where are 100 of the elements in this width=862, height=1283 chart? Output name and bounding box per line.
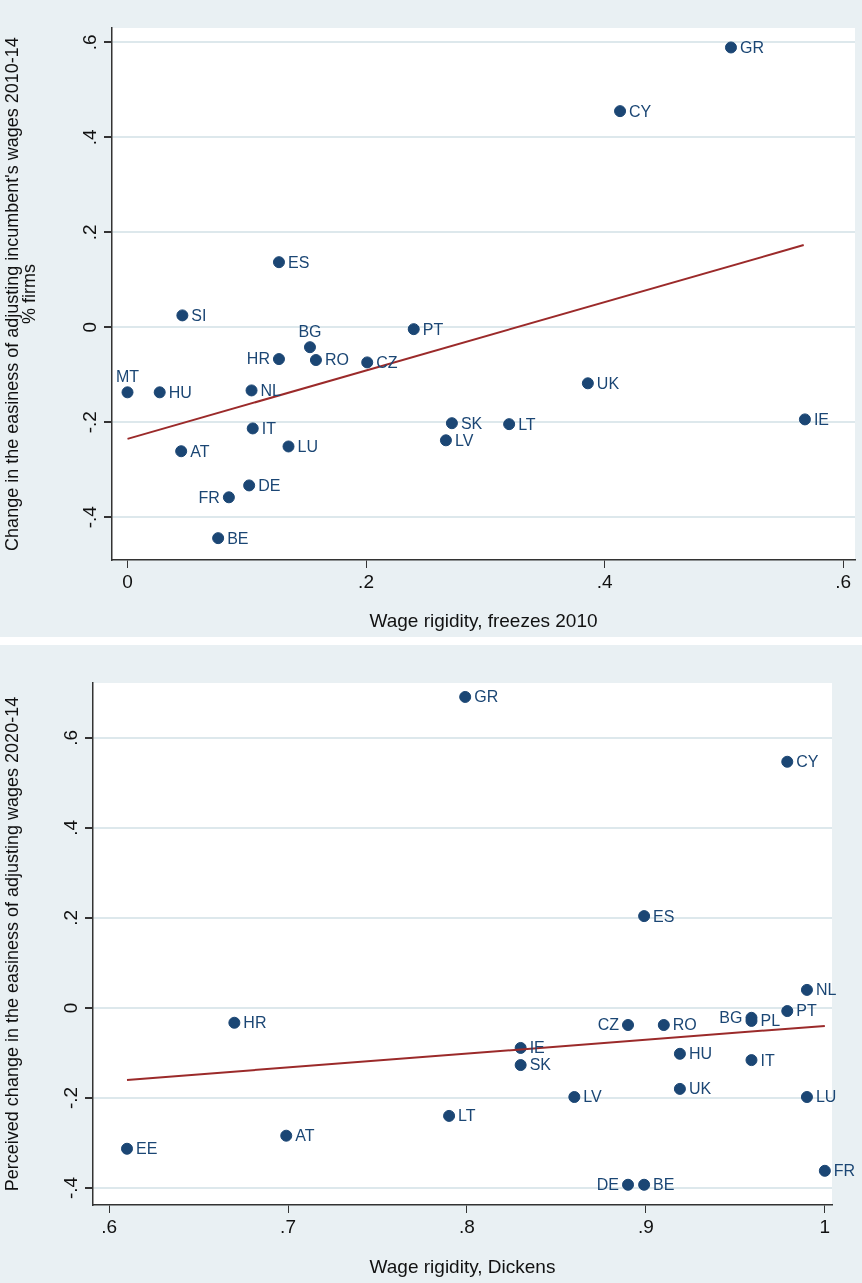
series-label: BG — [719, 1009, 743, 1027]
x-tick-label: 0 — [122, 570, 133, 592]
series-label: LT — [518, 415, 536, 433]
series-label: PT — [422, 320, 444, 338]
point — [638, 1178, 651, 1191]
series-label: BE — [653, 1176, 675, 1194]
point — [622, 1178, 635, 1191]
y-axis-title: Perceived change in the easiness of adjusting wages 2020-14 — [1, 696, 22, 1192]
point — [121, 1142, 133, 1155]
series-label: ES — [653, 907, 675, 925]
point — [745, 1054, 758, 1067]
x-tick-label: .9 — [637, 1215, 654, 1237]
x-tick-label: .4 — [596, 570, 613, 592]
point — [309, 354, 322, 367]
point — [280, 1129, 293, 1142]
series-label: HR — [246, 350, 270, 368]
point — [514, 1059, 527, 1072]
point — [614, 105, 627, 118]
point — [246, 422, 259, 435]
series-label: GR — [739, 38, 764, 56]
point — [361, 356, 374, 369]
series-label: PT — [796, 1002, 817, 1020]
series-label: HU — [688, 1045, 713, 1063]
point — [673, 1047, 686, 1060]
series-label: UK — [596, 374, 620, 392]
series-label: RO — [324, 351, 349, 369]
series-label: DE — [596, 1176, 620, 1194]
series-label: DE — [258, 476, 281, 494]
point — [459, 690, 472, 703]
point — [724, 41, 737, 54]
series-label: CY — [629, 102, 652, 120]
y-tick-label: .2 — [78, 224, 100, 241]
point — [581, 377, 594, 390]
point — [303, 341, 316, 354]
point — [818, 1164, 831, 1177]
series-label: MT — [115, 367, 140, 385]
series-label: AT — [295, 1127, 315, 1145]
point — [212, 532, 225, 545]
point — [798, 413, 811, 426]
point — [568, 1091, 581, 1103]
point — [503, 418, 516, 431]
series-label: LV — [454, 431, 474, 449]
x-axis-title: Wage rigidity, Dickens — [369, 1255, 556, 1277]
point — [407, 323, 420, 336]
point — [657, 1019, 670, 1031]
y-axis-title: Change in the easiness of adjusting incumbent's wages 2010-14 % firms — [1, 37, 39, 551]
series-label: LU — [815, 1088, 837, 1106]
point — [153, 386, 166, 399]
point — [622, 1019, 635, 1031]
point — [175, 445, 188, 458]
y-tick-label: -.2 — [59, 1086, 81, 1109]
point — [176, 309, 189, 322]
y-tick-label: 0 — [78, 321, 100, 333]
x-tick-label: .7 — [280, 1215, 296, 1237]
x-tick-label: .8 — [459, 1215, 475, 1237]
point — [243, 479, 256, 492]
series-label: BE — [227, 529, 249, 547]
series-label: SK — [460, 414, 483, 432]
x-tick-label: 1 — [819, 1215, 831, 1237]
y-tick-label: -.4 — [59, 1176, 81, 1199]
y-tick-label: .6 — [59, 729, 81, 746]
point — [272, 353, 285, 366]
series-label: IE — [813, 410, 830, 428]
series-label: IT — [261, 419, 277, 437]
point — [282, 440, 295, 453]
point — [121, 386, 134, 399]
point — [228, 1016, 241, 1029]
x-tick-label: .6 — [835, 570, 851, 592]
series-label: BG — [298, 322, 322, 340]
series-label: NL — [815, 981, 837, 999]
series-label: FR — [198, 488, 220, 506]
point — [673, 1082, 686, 1095]
series-label: RO — [672, 1016, 697, 1034]
y-tick-label: .4 — [78, 128, 100, 146]
series-label: ES — [287, 253, 310, 271]
point — [222, 491, 235, 504]
series-label: UK — [688, 1080, 712, 1098]
point — [443, 1109, 456, 1122]
x-tick-label: .2 — [358, 570, 374, 592]
y-tick-label: -.4 — [78, 505, 100, 529]
point — [439, 434, 452, 447]
series-label: SI — [191, 306, 207, 324]
y-tick-label: 0 — [59, 1002, 81, 1014]
series-label: FR — [833, 1162, 856, 1180]
series-label: LT — [458, 1107, 476, 1125]
series-label: EE — [136, 1140, 158, 1158]
series-label: GR — [474, 688, 499, 706]
y-tick-label: .4 — [59, 819, 81, 836]
series-label: CY — [796, 753, 819, 771]
point — [781, 755, 794, 768]
point — [638, 910, 651, 923]
series-label: LV — [583, 1088, 603, 1106]
point — [800, 1091, 813, 1103]
series-label: HU — [168, 383, 192, 401]
series-label: SK — [529, 1056, 552, 1074]
point — [272, 256, 285, 269]
series-label: IT — [760, 1051, 775, 1069]
point — [245, 384, 258, 397]
series-label: LU — [297, 437, 318, 455]
series-label: HR — [243, 1014, 267, 1032]
